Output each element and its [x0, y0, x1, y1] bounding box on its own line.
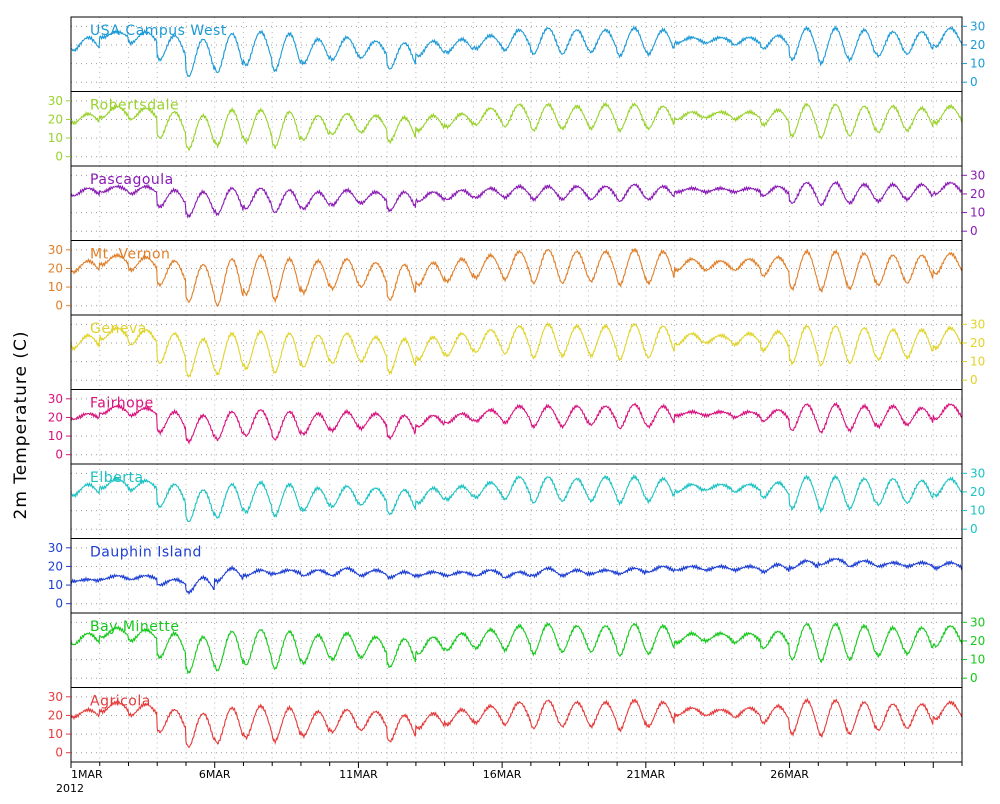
y-tick-label: 0: [970, 522, 978, 536]
series-label-robertsdale: Robertsdale: [90, 98, 179, 114]
y-tick-label: 0: [55, 299, 63, 313]
y-tick-label: 20: [970, 336, 985, 350]
series-label-pascagoula: Pascagoula: [90, 172, 174, 188]
y-tick-label: 0: [55, 448, 63, 462]
y-tick-label: 20: [970, 634, 985, 648]
x-tick-label: 11MAR: [339, 768, 378, 781]
y-tick-label: 0: [970, 373, 978, 387]
y-tick-label: 0: [55, 597, 63, 611]
panel-mt-vernon: 0 10 20 30 Mt. Vernon: [48, 240, 963, 316]
panel-usa-campus-west: 0 10 20 30 USA Campus West: [70, 16, 985, 92]
panel-frame: [70, 687, 963, 763]
series-line-bay-minette: [70, 622, 963, 675]
series-label-elberta: Elberta: [90, 470, 144, 486]
panel-frame: [70, 538, 963, 614]
y-tick-label: 20: [48, 708, 63, 722]
panel-elberta: 0 10 20 30 Elberta: [70, 463, 985, 539]
y-tick-label: 30: [970, 466, 985, 480]
y-tick-label: 10: [48, 131, 63, 145]
y-tick-label: 30: [970, 19, 985, 33]
x-tick-label: 1MAR: [71, 768, 103, 781]
panel-frame: [70, 389, 963, 465]
series-label-dauphin-island: Dauphin Island: [90, 545, 202, 561]
y-tick-label: 30: [48, 94, 63, 108]
y-tick-label: 0: [970, 75, 978, 89]
panel-robertsdale: 0 10 20 30 Robertsdale: [48, 91, 963, 167]
y-tick-label: 20: [48, 410, 63, 424]
y-tick-label: 20: [48, 261, 63, 275]
y-tick-label: 10: [48, 280, 63, 294]
y-tick-label: 0: [55, 746, 63, 760]
y-tick-label: 20: [970, 187, 985, 201]
x-tick-label: 26MAR: [770, 768, 809, 781]
panel-frame: [70, 165, 963, 241]
panel-fairhope: 0 10 20 30 Fairhope: [48, 389, 963, 465]
series-line-fairhope: [70, 401, 963, 445]
series-line-agricola: [70, 697, 963, 749]
panel-frame: [70, 314, 963, 390]
y-tick-label: 10: [970, 57, 985, 71]
x-tick-label: 16MAR: [483, 768, 522, 781]
x-tick-label: 21MAR: [627, 768, 666, 781]
series-line-mt-vernon: [70, 247, 963, 307]
y-tick-label: 30: [48, 541, 63, 555]
panel-frame: [70, 91, 963, 167]
y-tick-label: 10: [970, 504, 985, 518]
x-axis: 1MAR 6MAR 11MAR 16MAR 21MAR 26MAR 2012: [56, 762, 963, 795]
series-label-mt-vernon: Mt. Vernon: [90, 247, 170, 263]
x-year-label: 2012: [56, 782, 84, 795]
panel-frame: [70, 612, 963, 688]
series-line-usa-campus-west: [70, 24, 963, 78]
y-tick-label: 20: [48, 112, 63, 126]
y-axis-title: 2m Temperature (C): [11, 330, 31, 519]
panel-pascagoula: 0 10 20 30 Pascagoula: [70, 165, 985, 241]
series-label-agricola: Agricola: [90, 694, 151, 710]
y-tick-label: 30: [970, 168, 985, 182]
y-tick-label: 30: [970, 317, 985, 331]
y-tick-label: 30: [970, 615, 985, 629]
y-tick-label: 10: [970, 355, 985, 369]
y-tick-label: 10: [48, 727, 63, 741]
series-label-bay-minette: Bay Minette: [90, 619, 179, 635]
panels-group: 0 10 20 30 USA Campus West 0 10 20 30 Robertsdale…: [48, 16, 985, 763]
series-label-fairhope: Fairhope: [90, 396, 154, 412]
panel-frame: [70, 240, 963, 316]
y-tick-label: 0: [970, 224, 978, 238]
y-tick-label: 10: [970, 206, 985, 220]
y-tick-label: 30: [48, 690, 63, 704]
panel-bay-minette: 0 10 20 30 Bay Minette: [70, 612, 985, 688]
series-line-robertsdale: [70, 101, 963, 152]
y-tick-label: 10: [48, 578, 63, 592]
y-tick-label: 20: [970, 38, 985, 52]
series-label-usa-campus-west: USA Campus West: [90, 23, 227, 39]
y-tick-label: 20: [48, 559, 63, 573]
y-tick-label: 10: [970, 653, 985, 667]
series-label-geneva: Geneva: [90, 321, 147, 337]
panel-geneva: 0 10 20 30 Geneva: [70, 314, 985, 390]
y-tick-label: 20: [970, 485, 985, 499]
panel-agricola: 0 10 20 30 Agricola: [48, 687, 963, 763]
y-tick-label: 10: [48, 429, 63, 443]
series-line-geneva: [70, 321, 963, 379]
y-tick-label: 30: [48, 392, 63, 406]
y-tick-label: 0: [55, 150, 63, 164]
y-tick-label: 30: [48, 243, 63, 257]
panel-dauphin-island: 0 10 20 30 Dauphin Island: [48, 538, 963, 614]
panel-frame: [70, 463, 963, 539]
series-line-pascagoula: [71, 180, 963, 219]
series-line-elberta: [70, 473, 963, 522]
y-tick-label: 0: [970, 671, 978, 685]
x-tick-label: 6MAR: [199, 768, 231, 781]
series-line-dauphin-island: [70, 557, 963, 596]
